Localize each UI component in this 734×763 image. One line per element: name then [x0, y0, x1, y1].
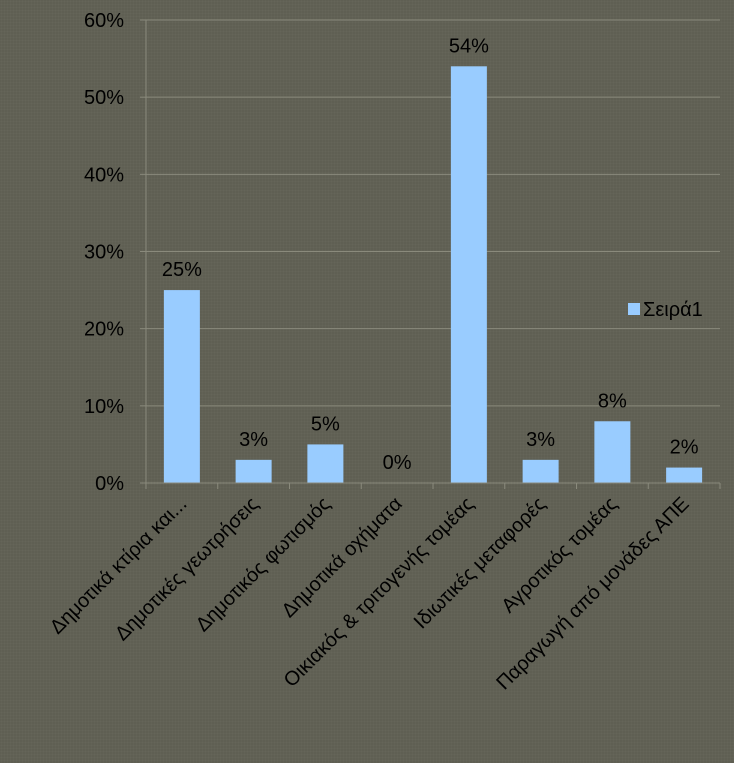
data-label: 25%: [162, 259, 202, 281]
x-tick-labels: Δημοτικά κτίρια και...Δημοτικές γεωτρήσε…: [46, 493, 694, 695]
bar: [235, 459, 272, 483]
y-tick-label: 20%: [84, 319, 124, 341]
data-label: 54%: [449, 35, 489, 57]
y-tick-label: 50%: [84, 87, 124, 109]
bar: [666, 467, 703, 483]
legend-label: Σειρά1: [643, 299, 703, 321]
x-tick-label: Ιδιωτικές μεταφορές: [410, 493, 551, 634]
data-labels: 25% 3% 5% 0% 54% 3% 8% 2%: [162, 35, 699, 474]
data-label: 5%: [311, 413, 340, 435]
y-tick-label: 40%: [84, 164, 124, 186]
bar: [522, 459, 559, 483]
axes: [140, 19, 721, 489]
data-label: 3%: [239, 429, 268, 451]
bar: [307, 444, 344, 483]
data-label: 8%: [598, 390, 627, 412]
data-label: 0%: [383, 452, 412, 474]
legend: Σειρά1: [628, 299, 703, 321]
x-tick-label: Δημοτικά κτίρια και...: [46, 493, 192, 639]
x-tick-label: Δημοτικά οχήματα: [278, 493, 407, 622]
legend-swatch: [628, 303, 640, 315]
x-tick-label: Δημοτικός φωτισμός: [192, 493, 335, 636]
data-label: 3%: [526, 429, 555, 451]
y-tick-label: 60%: [84, 10, 124, 32]
data-label: 2%: [670, 437, 699, 459]
gridlines: [146, 19, 720, 407]
bar: [450, 66, 487, 484]
x-tick-label: Δημοτικές γεωτρήσεις: [111, 493, 263, 645]
bars: [163, 66, 703, 484]
bar: [594, 421, 631, 483]
y-tick-label: 0%: [95, 473, 124, 495]
y-tick-label: 10%: [84, 396, 124, 418]
y-tick-label: 30%: [84, 242, 124, 264]
bar: [163, 290, 200, 483]
y-tick-labels: 0% 10% 20% 30% 40% 50% 60%: [84, 10, 124, 495]
